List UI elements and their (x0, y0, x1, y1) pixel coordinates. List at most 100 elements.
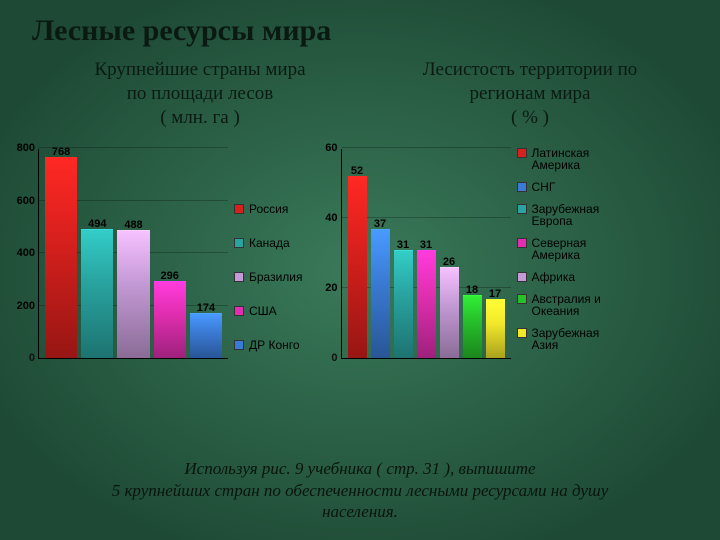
right-sub-unit: ( % ) (370, 106, 690, 130)
y-tick-label: 40 (325, 212, 341, 224)
right-subtitle: Лесистость территории по регионам мира (… (370, 58, 690, 129)
bar-value-label: 768 (52, 146, 70, 158)
y-tick-label: 60 (325, 142, 341, 154)
left-sub-line1: Крупнейшие страны мира (94, 59, 305, 80)
bar: 296 (154, 281, 186, 359)
legend-label: США (249, 305, 277, 317)
bar-wrap: 18 (463, 295, 482, 358)
legend-swatch (234, 306, 244, 316)
bar-wrap: 31 (394, 250, 413, 359)
y-tick-label: 400 (17, 247, 39, 259)
bar: 37 (371, 229, 390, 359)
bar-value-label: 494 (88, 218, 106, 230)
bar-value-label: 488 (124, 219, 142, 231)
legend-swatch (234, 238, 244, 248)
bars-container: 768494488296174 (39, 149, 228, 358)
legend-label: Зарубежная Азия (532, 327, 625, 351)
legend-item: Зарубежная Европа (517, 203, 625, 227)
legend-swatch (517, 148, 527, 158)
grid-line: 60 (342, 147, 511, 148)
bars-container: 52373131261817 (342, 149, 511, 358)
bar: 26 (440, 267, 459, 358)
legend-swatch (517, 182, 527, 192)
right-sub-line2: регионам мира (470, 83, 591, 104)
bar-wrap: 37 (371, 229, 390, 359)
legend-swatch (517, 272, 527, 282)
legend-label: Австралия и Океания (532, 293, 625, 317)
legend-left: Россия Канада Бразилия США ДР Конго (228, 195, 309, 359)
plot-right: 020406052373131261817 (341, 149, 511, 359)
bar: 31 (394, 250, 413, 359)
left-sub-unit: ( млн. га ) (40, 106, 360, 130)
bar-value-label: 37 (374, 218, 386, 230)
legend-label: Северная Америка (532, 237, 625, 261)
legend-label: Бразилия (249, 271, 303, 283)
legend-label: Латинская Америка (532, 147, 625, 171)
bar-value-label: 17 (489, 288, 501, 300)
legend-swatch (517, 204, 527, 214)
bar-value-label: 174 (197, 302, 215, 314)
bar: 31 (417, 250, 436, 359)
left-subtitle: Крупнейшие страны мира по площади лесов … (40, 58, 360, 129)
bar: 494 (81, 229, 113, 359)
bar-value-label: 31 (397, 239, 409, 251)
bar-wrap: 494 (81, 229, 113, 359)
bar-value-label: 31 (420, 239, 432, 251)
y-tick-label: 20 (325, 282, 341, 294)
bar-wrap: 488 (117, 230, 149, 358)
legend-item: Зарубежная Азия (517, 327, 625, 351)
left-sub-line2: по площади лесов (127, 83, 274, 104)
bar: 488 (117, 230, 149, 358)
legend-label: СНГ (532, 181, 556, 193)
bar: 174 (190, 313, 222, 359)
bar-wrap: 768 (45, 157, 77, 359)
subtitles-row: Крупнейшие страны мира по площади лесов … (0, 48, 720, 129)
legend-swatch (234, 204, 244, 214)
legend-item: ДР Конго (234, 339, 303, 351)
right-sub-line1: Лесистость территории по (423, 59, 638, 80)
legend-item: Австралия и Океания (517, 293, 625, 317)
legend-label: Канада (249, 237, 290, 249)
legend-item: Бразилия (234, 271, 303, 283)
bar: 768 (45, 157, 77, 359)
footer-note: Используя рис. 9 учебника ( стр. 31 ), в… (0, 458, 720, 522)
bar-wrap: 174 (190, 313, 222, 359)
bar: 18 (463, 295, 482, 358)
bar-value-label: 18 (466, 284, 478, 296)
bar: 17 (486, 299, 505, 359)
legend-swatch (234, 272, 244, 282)
legend-label: Африка (532, 271, 576, 283)
y-tick-0: 0 (29, 352, 39, 364)
bar-wrap: 296 (154, 281, 186, 359)
bar-wrap: 31 (417, 250, 436, 359)
legend-swatch (517, 294, 527, 304)
y-tick-label: 600 (17, 195, 39, 207)
legend-swatch (517, 328, 527, 338)
legend-swatch (234, 340, 244, 350)
y-tick-label: 800 (17, 142, 39, 154)
legend-label: ДР Конго (249, 339, 300, 351)
bar-wrap: 26 (440, 267, 459, 358)
legend-label: Россия (249, 203, 288, 215)
page-title: Лесные ресурсы мира (0, 0, 720, 48)
bar-value-label: 26 (443, 256, 455, 268)
bar: 52 (348, 176, 367, 358)
legend-item: Африка (517, 271, 625, 283)
legend-item: Канада (234, 237, 303, 249)
bar-value-label: 52 (351, 165, 363, 177)
chart-left: 0200400600800768494488296174 РоссияКанад… (10, 139, 309, 359)
y-tick-0: 0 (331, 352, 341, 364)
legend-item: Россия (234, 203, 303, 215)
legend-label: Зарубежная Европа (532, 203, 625, 227)
legend-item: США (234, 305, 303, 317)
legend-right: Латинская Америка СНГ Зарубежная Европа Сев… (511, 139, 631, 359)
legend-item: Северная Америка (517, 237, 625, 261)
charts-row: 0200400600800768494488296174 РоссияКанад… (0, 129, 720, 359)
chart-right: 020406052373131261817 Латинская АмерикаС… (317, 139, 631, 359)
legend-item: Латинская Америка (517, 147, 625, 171)
bar-wrap: 17 (486, 299, 505, 359)
bar-value-label: 296 (161, 270, 179, 282)
bar-wrap: 52 (348, 176, 367, 358)
legend-swatch (517, 238, 527, 248)
legend-item: СНГ (517, 181, 625, 193)
